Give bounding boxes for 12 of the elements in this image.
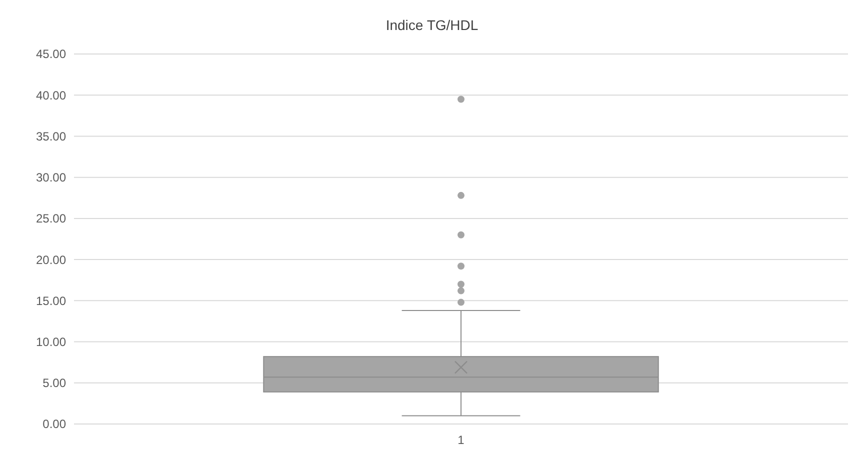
y-tick-label: 5.00 xyxy=(42,376,66,390)
y-tick-label: 20.00 xyxy=(36,252,66,267)
y-tick-label: 0.00 xyxy=(42,417,66,432)
y-tick-label: 10.00 xyxy=(36,334,66,349)
y-tick-label: 40.00 xyxy=(36,88,66,102)
chart-title: Indice TG/HDL xyxy=(386,17,478,33)
y-tick-label: 30.00 xyxy=(36,170,66,185)
x-tick-label: 1 xyxy=(458,433,465,447)
y-tick-label: 15.00 xyxy=(36,294,66,308)
y-tick-label: 35.00 xyxy=(36,129,66,144)
y-tick-label: 45.00 xyxy=(36,47,66,62)
y-tick-label: 25.00 xyxy=(36,212,66,226)
